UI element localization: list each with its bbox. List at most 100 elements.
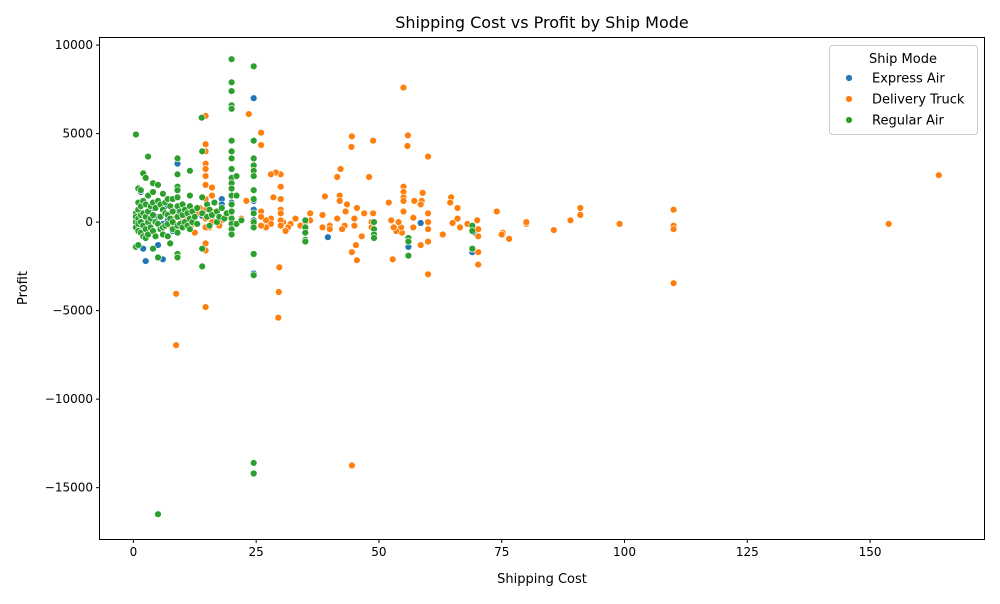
data-point xyxy=(227,200,236,209)
data-point xyxy=(404,237,413,246)
data-point xyxy=(142,174,150,182)
data-point xyxy=(410,197,418,205)
data-point xyxy=(369,209,377,218)
data-point xyxy=(144,191,152,200)
y-tick-label: 5000 xyxy=(62,127,93,141)
data-point xyxy=(154,510,162,518)
data-point xyxy=(250,137,258,145)
data-point xyxy=(318,223,327,232)
data-point xyxy=(417,241,425,249)
data-point xyxy=(193,204,201,212)
data-point xyxy=(275,263,283,271)
data-point xyxy=(453,204,462,212)
data-point xyxy=(198,262,206,271)
data-point xyxy=(348,132,356,141)
data-point xyxy=(227,87,236,95)
data-point xyxy=(134,241,143,249)
data-point xyxy=(227,154,236,163)
data-point xyxy=(350,222,359,230)
data-point xyxy=(198,193,206,202)
data-point xyxy=(301,237,309,246)
data-point xyxy=(615,220,624,228)
data-point xyxy=(424,152,432,161)
data-point xyxy=(348,461,356,470)
data-point xyxy=(250,271,258,279)
chart-title: Shipping Cost vs Profit by Ship Mode xyxy=(395,13,689,32)
data-point xyxy=(468,245,476,253)
data-point xyxy=(232,172,241,180)
data-point xyxy=(267,170,275,179)
legend-marker xyxy=(845,95,853,103)
data-point xyxy=(456,223,464,232)
data-point xyxy=(275,288,283,296)
data-point xyxy=(291,214,300,223)
data-point xyxy=(237,216,246,225)
data-point xyxy=(493,207,501,216)
data-point xyxy=(151,204,160,212)
data-point xyxy=(404,131,412,140)
data-point xyxy=(139,245,147,253)
data-point xyxy=(173,154,182,163)
data-point xyxy=(151,232,160,241)
data-point xyxy=(257,222,265,230)
series-2 xyxy=(132,55,476,518)
data-point xyxy=(250,195,258,203)
data-point xyxy=(144,152,152,161)
data-point xyxy=(250,62,258,71)
data-point xyxy=(576,211,584,219)
data-point xyxy=(417,200,425,209)
data-point xyxy=(321,192,329,201)
legend-title: Ship Mode xyxy=(869,52,937,67)
data-point xyxy=(250,459,258,467)
y-tick-label: −5000 xyxy=(52,304,93,318)
data-point xyxy=(550,226,558,234)
data-point xyxy=(277,183,285,191)
data-point xyxy=(369,137,377,145)
data-point xyxy=(505,235,513,243)
data-point xyxy=(250,186,258,194)
data-point xyxy=(149,245,157,253)
data-point xyxy=(498,230,506,239)
data-point xyxy=(448,219,457,227)
data-point xyxy=(277,209,285,218)
data-point xyxy=(186,191,194,200)
data-point xyxy=(250,209,258,218)
data-point xyxy=(245,110,253,118)
data-point xyxy=(474,260,482,269)
data-point xyxy=(242,197,251,205)
data-point xyxy=(338,225,346,233)
data-point xyxy=(324,233,332,241)
data-point xyxy=(347,143,356,151)
data-point xyxy=(173,193,182,202)
data-point xyxy=(227,55,236,63)
data-point xyxy=(250,250,258,258)
data-point xyxy=(232,191,241,200)
data-point xyxy=(566,216,575,225)
data-point xyxy=(218,204,226,212)
data-point xyxy=(172,341,180,349)
data-point xyxy=(301,229,309,237)
data-point xyxy=(198,147,206,156)
data-point xyxy=(399,207,408,216)
data-point xyxy=(404,252,413,260)
data-point xyxy=(154,241,162,249)
x-tick-label: 125 xyxy=(736,545,759,559)
data-point xyxy=(173,186,182,194)
y-axis-label: Profit xyxy=(16,271,31,305)
data-point xyxy=(210,198,219,207)
x-tick-label: 150 xyxy=(859,545,882,559)
data-point xyxy=(358,232,366,241)
data-point xyxy=(343,200,351,209)
data-point xyxy=(227,137,236,145)
data-point xyxy=(149,211,157,219)
data-point xyxy=(399,197,408,205)
legend-label: Regular Air xyxy=(872,114,944,129)
x-axis-label: Shipping Cost xyxy=(497,572,587,587)
data-point xyxy=(424,225,432,233)
data-point xyxy=(186,225,194,233)
data-point xyxy=(201,140,210,148)
data-point xyxy=(333,173,341,181)
data-point xyxy=(301,216,309,225)
data-point xyxy=(250,223,258,232)
data-point xyxy=(257,141,265,149)
